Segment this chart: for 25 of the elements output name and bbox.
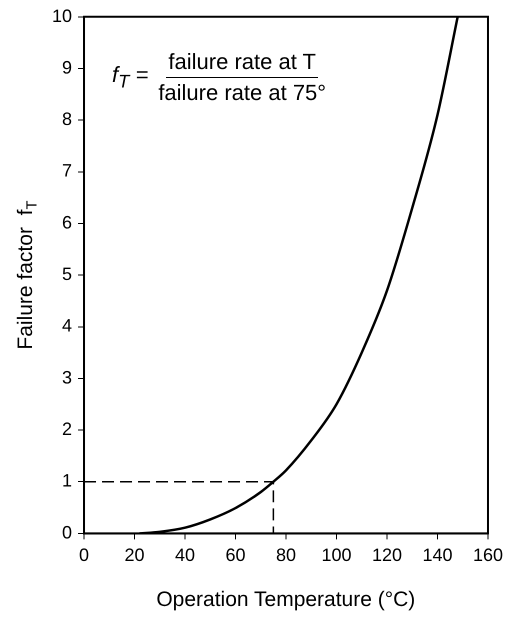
- y-tick-label: 9: [62, 57, 72, 78]
- annotation: failure rate at T: [166, 48, 318, 78]
- y-tick-label: 1: [62, 470, 72, 491]
- y-tick-label: 2: [62, 419, 72, 440]
- x-tick-label: 60: [225, 545, 246, 566]
- x-tick-label: 140: [422, 545, 453, 566]
- y-tick-label: 6: [62, 212, 72, 232]
- x-tick-label: 160: [472, 545, 504, 566]
- y-tick-label: 0: [62, 522, 72, 542]
- y-tick-label: 7: [62, 160, 72, 181]
- y-tick-label: 8: [62, 109, 72, 130]
- x-tick-label: 100: [321, 545, 352, 566]
- x-tick-label: 20: [124, 545, 145, 566]
- x-axis-title: Operation Temperature (°C): [156, 588, 416, 611]
- x-tick-label: 40: [174, 545, 196, 566]
- annotation: f$_{T}$ =: [112, 62, 148, 92]
- y-axis-title: Failure factor fT: [14, 200, 40, 350]
- y-tick-label: 10: [52, 6, 72, 26]
- x-tick-label: 0: [79, 545, 90, 566]
- y-tick-label: 4: [62, 316, 72, 336]
- x-tick-label: 120: [372, 545, 402, 566]
- annotation: failure rate at 75°: [157, 78, 328, 106]
- x-tick-label: 80: [276, 545, 296, 566]
- y-tick-label: 5: [62, 264, 72, 284]
- y-tick-label: 3: [62, 367, 72, 388]
